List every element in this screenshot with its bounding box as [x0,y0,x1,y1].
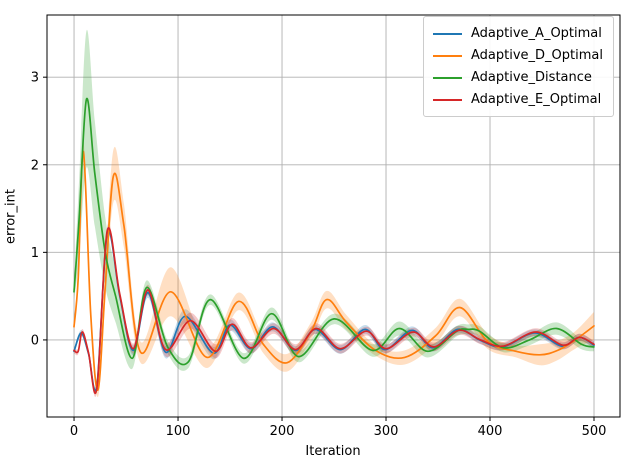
legend-line-swatch [433,54,463,57]
legend-label: Adaptive_Distance [471,70,592,85]
series-line-Adaptive_E_Optimal [73,227,595,394]
legend-item-adaptive-e-optimal: Adaptive_E_Optimal [433,90,603,109]
x-tick-label: 200 [270,424,295,439]
x-tick-label: 300 [374,424,399,439]
y-tick-label: 1 [31,246,39,261]
x-tick-label: 500 [582,424,607,439]
series-layer [73,29,595,398]
legend-line-swatch [433,32,463,35]
x-axis-label: Iteration [305,444,361,459]
legend-item-adaptive-d-optimal: Adaptive_D_Optimal [433,46,603,65]
ticks: 0 100 200 300 400 500 0 1 2 3 [31,71,607,439]
x-tick-label: 100 [166,424,191,439]
y-tick-label: 2 [31,158,39,173]
legend-line-swatch [433,76,463,79]
legend-item-adaptive-a-optimal: Adaptive_A_Optimal [433,24,603,43]
legend-label: Adaptive_A_Optimal [471,26,602,41]
series-band-Adaptive_D_Optimal [74,140,594,398]
legend: Adaptive_A_Optimal Adaptive_D_Optimal Ad… [423,16,614,117]
y-axis-label: error_int [3,189,19,244]
axes-spines [46,14,621,418]
legend-label: Adaptive_E_Optimal [471,92,602,107]
legend-item-adaptive-distance: Adaptive_Distance [433,68,603,87]
legend-line-swatch [433,98,463,101]
y-tick-label: 0 [31,333,39,348]
legend-label: Adaptive_D_Optimal [471,48,603,63]
series-band-Adaptive_Distance [74,29,594,371]
x-tick-label: 400 [478,424,503,439]
x-tick-label: 0 [70,424,78,439]
y-tick-label: 3 [31,71,39,86]
series-line-Adaptive_Distance [73,97,595,366]
